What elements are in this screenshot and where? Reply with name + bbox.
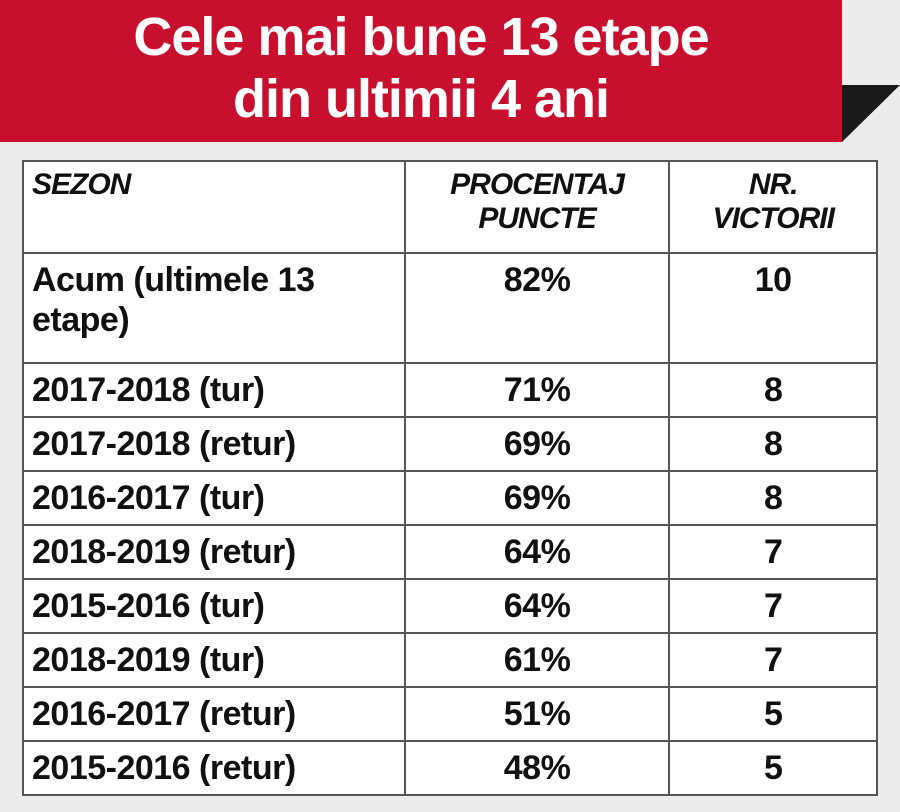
table-cell: 64% — [403, 578, 671, 634]
table-row: Acum (ultimele 13 etape) 82% 10 — [22, 252, 878, 364]
table-row: 2015-2016 (tur) 64% 7 — [22, 578, 878, 634]
column-header-text: PROCENTAJ PUNCTE — [450, 168, 625, 235]
table-cell: 2018-2019 (tur) — [22, 632, 406, 688]
table-cell: 8 — [668, 362, 878, 418]
table-cell: 10 — [668, 252, 878, 364]
column-header-text: NR. VICTORII — [712, 168, 834, 235]
column-header-text: SEZON — [32, 168, 131, 201]
title: Cele mai bune 13 etape din ultimii 4 ani — [0, 6, 842, 130]
table-row: 2015-2016 (retur) 48% 5 — [22, 740, 878, 796]
table-cell: 7 — [668, 524, 878, 580]
table-row: 2016-2017 (tur) 69% 8 — [22, 470, 878, 526]
banner-corner — [842, 85, 900, 142]
table-cell: 71% — [403, 362, 671, 418]
table-cell: 2017-2018 (tur) — [22, 362, 406, 418]
table-cell: 7 — [668, 578, 878, 634]
table-cell: 69% — [403, 470, 671, 526]
table-row: 2016-2017 (retur) 51% 5 — [22, 686, 878, 742]
column-header: NR. VICTORII — [668, 160, 878, 254]
table-cell: 5 — [668, 686, 878, 742]
banner-background — [0, 0, 842, 142]
title-line: Cele mai bune 13 etape — [133, 7, 709, 67]
table-cell: 61% — [403, 632, 671, 688]
table-cell: 2017-2018 (retur) — [22, 416, 406, 472]
column-header: SEZON — [22, 160, 406, 254]
table-row: 2017-2018 (tur) 71% 8 — [22, 362, 878, 418]
table-cell: 48% — [403, 740, 671, 796]
table-cell: 2016-2017 (retur) — [22, 686, 406, 742]
table: SEZON PROCENTAJ PUNCTE NR. VICTORII Acum (… — [22, 160, 878, 796]
table-body: Acum (ultimele 13 etape) 82% 10 2017-2018 (… — [22, 252, 878, 796]
table-cell: 8 — [668, 416, 878, 472]
table-cell: Acum (ultimele 13 etape) — [22, 252, 406, 364]
corner-shape — [842, 85, 900, 142]
table-cell: 5 — [668, 740, 878, 796]
title-banner: Cele mai bune 13 etape din ultimii 4 ani — [0, 0, 900, 142]
table-row: 2017-2018 (retur) 69% 8 — [22, 416, 878, 472]
header-row: SEZON PROCENTAJ PUNCTE NR. VICTORII — [22, 160, 878, 254]
table-cell: 64% — [403, 524, 671, 580]
table-row: 2018-2019 (tur) 61% 7 — [22, 632, 878, 688]
table-cell: 2016-2017 (tur) — [22, 470, 406, 526]
table-cell: 51% — [403, 686, 671, 742]
table-row: 2018-2019 (retur) 64% 7 — [22, 524, 878, 580]
table-cell: 8 — [668, 470, 878, 526]
table-cell: 7 — [668, 632, 878, 688]
table-cell: 69% — [403, 416, 671, 472]
table-cell: 82% — [403, 252, 671, 364]
table-cell: 2018-2019 (retur) — [22, 524, 406, 580]
table-cell: 2015-2016 (retur) — [22, 740, 406, 796]
column-header: PROCENTAJ PUNCTE — [403, 160, 671, 254]
table-cell: 2015-2016 (tur) — [22, 578, 406, 634]
title-line: din ultimii 4 ani — [232, 69, 610, 129]
